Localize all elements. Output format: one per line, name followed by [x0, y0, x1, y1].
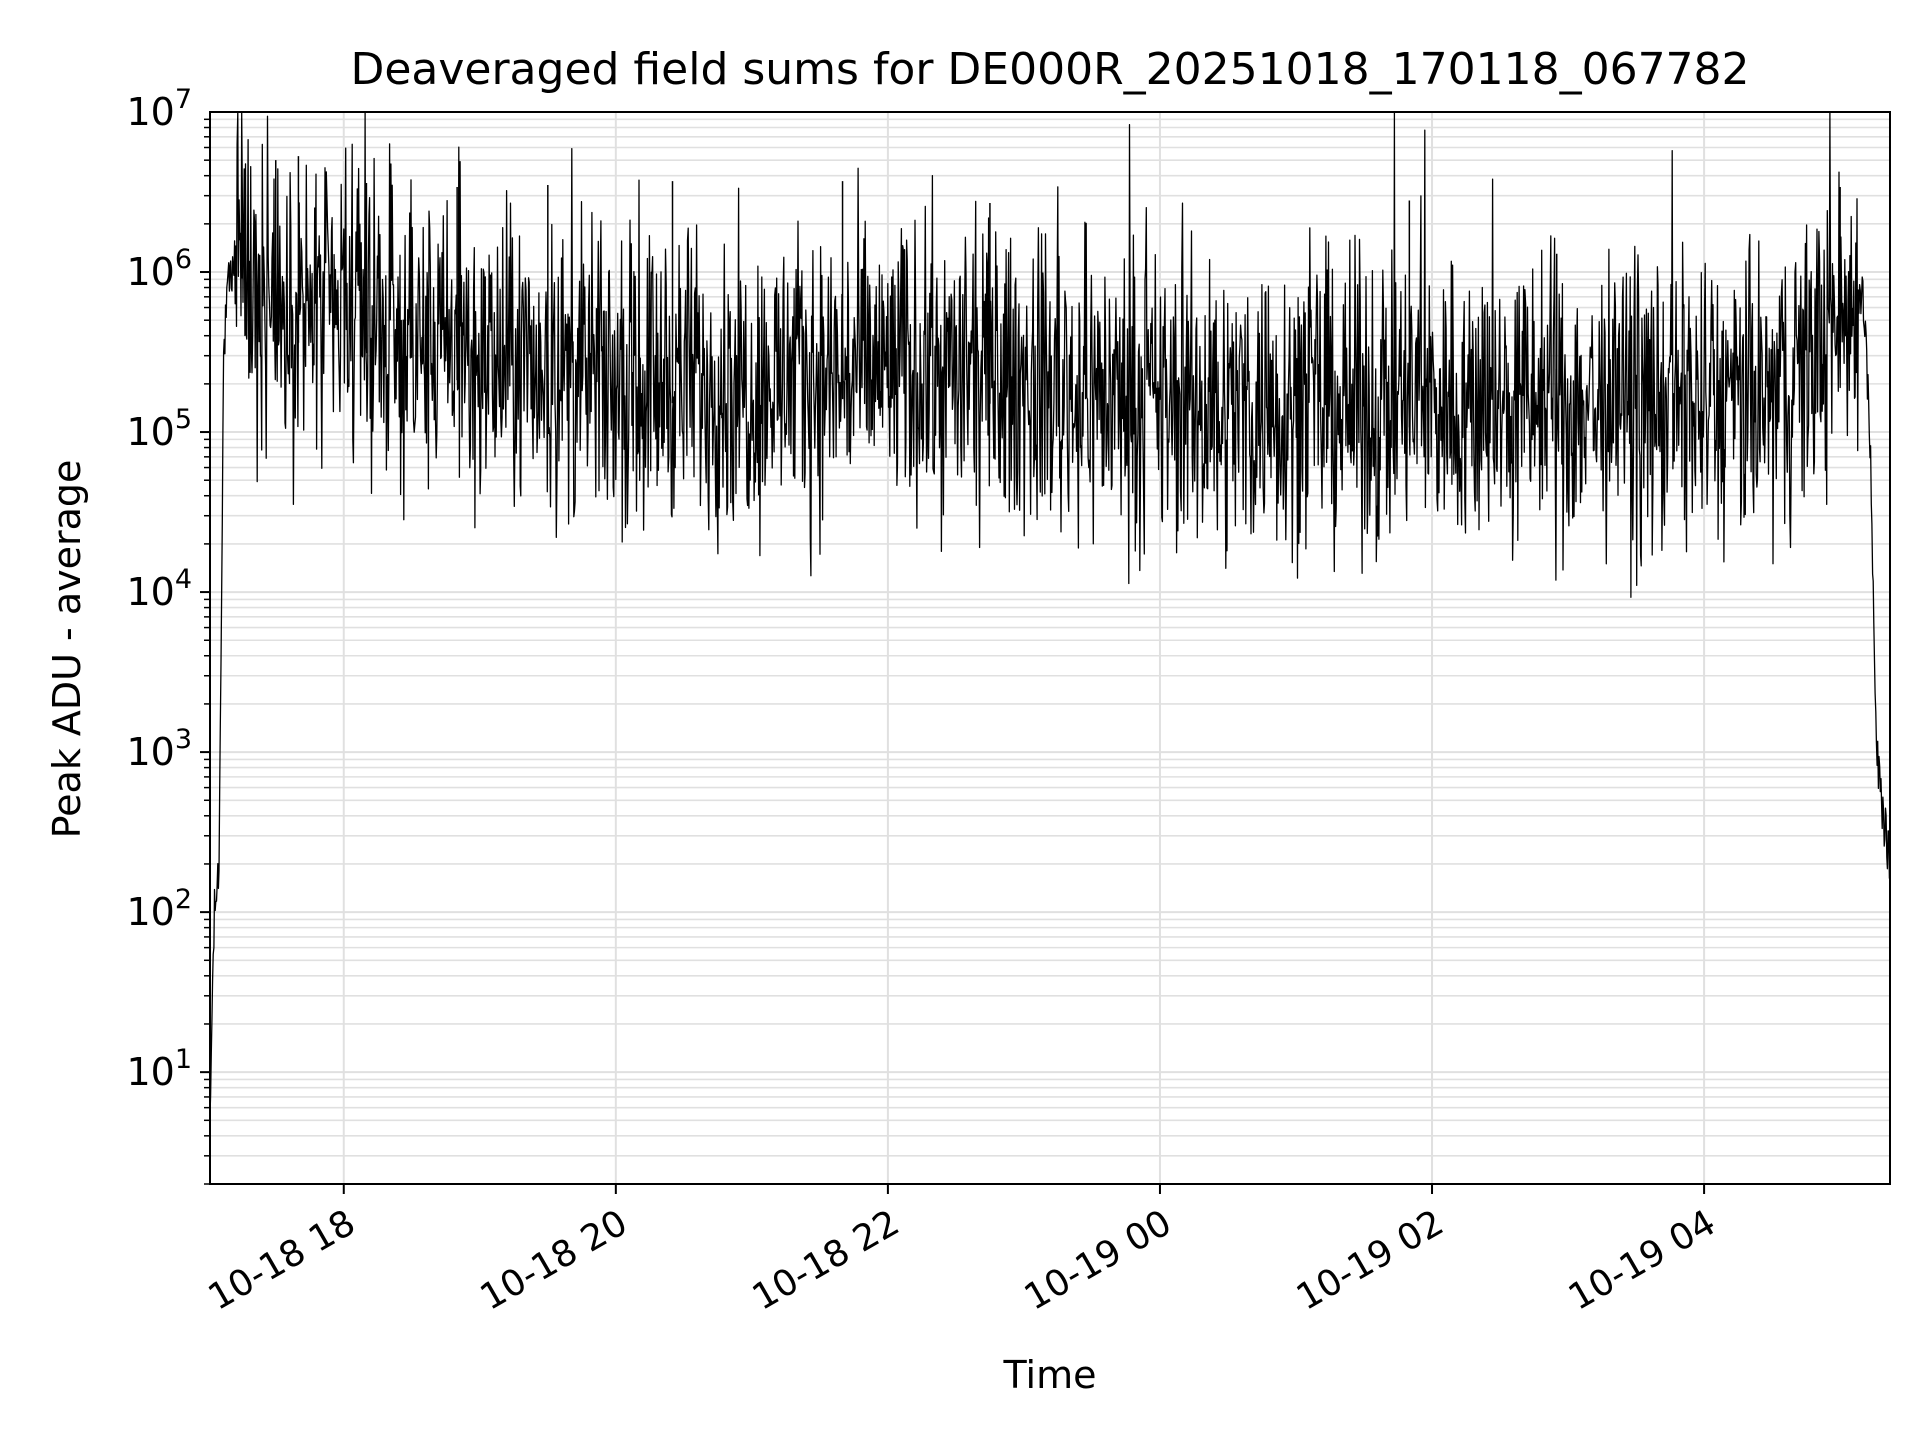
series-layer: [209, 111, 1891, 1115]
y-tick-label: 104: [126, 564, 192, 614]
y-axis-label: Peak ADU - average: [45, 460, 89, 839]
chart-title: Deaveraged field sums for DE000R_2025101…: [350, 44, 1749, 95]
plot-frame: [209, 111, 1891, 1185]
y-tick-label: 102: [126, 884, 192, 934]
y-tick-label: 101: [126, 1044, 192, 1094]
y-tick-label: 107: [126, 84, 192, 134]
series-line: [209, 111, 1891, 1115]
y-tick-label: 106: [126, 244, 192, 294]
y-tick-label: 105: [126, 404, 192, 454]
x-axis-label: Time: [1003, 1353, 1097, 1397]
y-tick-label: 103: [126, 724, 192, 774]
